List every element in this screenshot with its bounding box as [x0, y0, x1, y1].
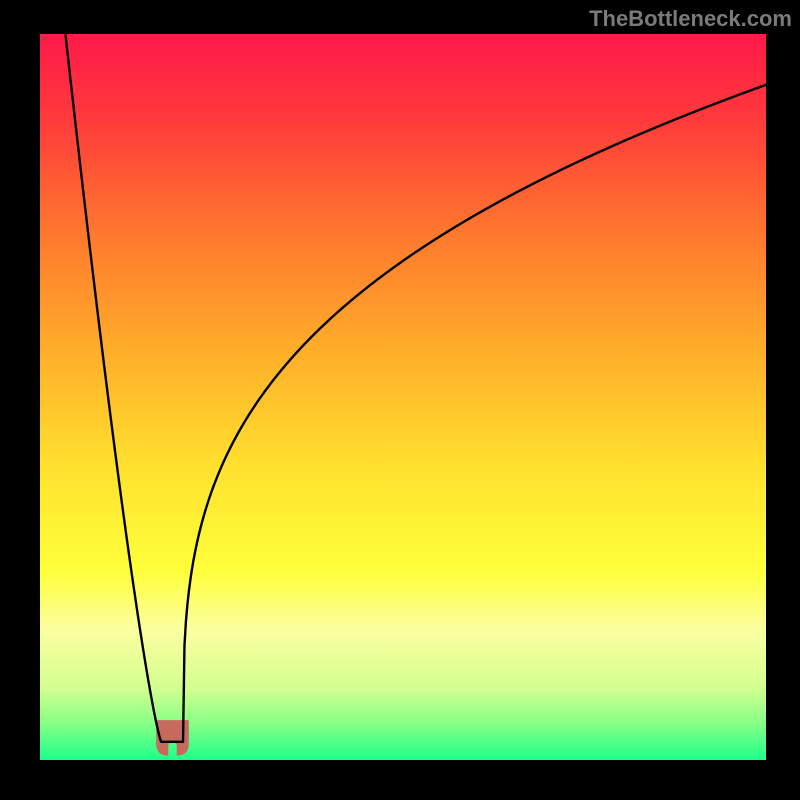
plot-svg: [40, 34, 766, 760]
gradient-background: [40, 34, 766, 760]
chart-container: TheBottleneck.com: [0, 0, 800, 800]
plot-area: [40, 34, 766, 760]
watermark-text: TheBottleneck.com: [589, 6, 792, 32]
